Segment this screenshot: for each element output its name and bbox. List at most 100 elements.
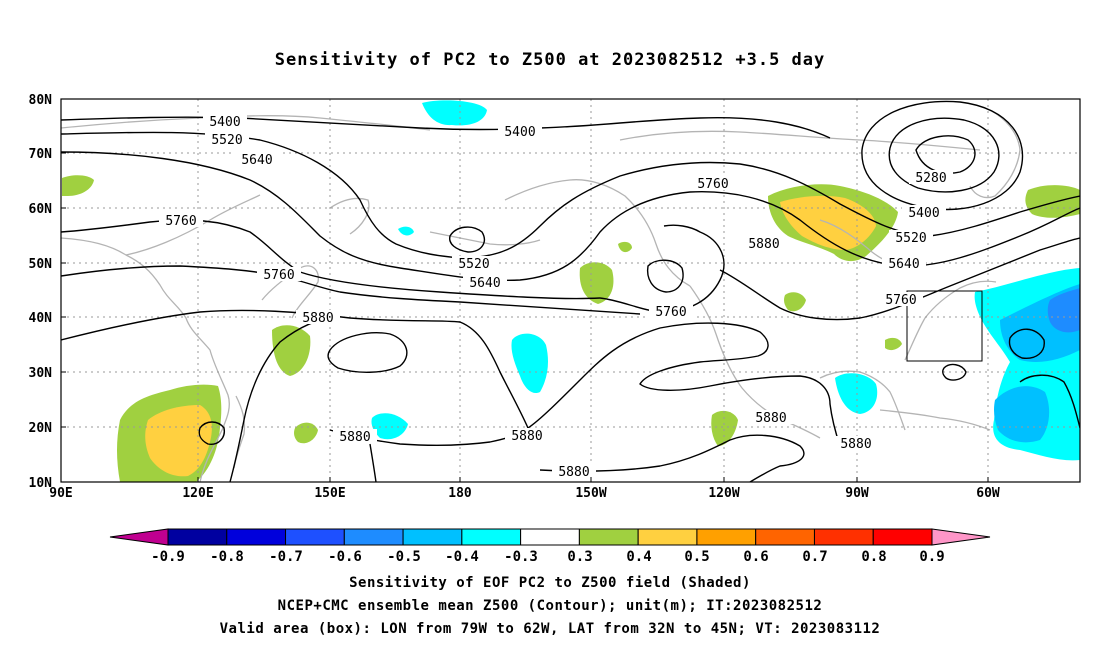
coastline-kamchatka xyxy=(329,197,370,235)
shade-positive-patch xyxy=(62,175,94,196)
contour-label: 5280 xyxy=(915,171,946,186)
contour-label: 5880 xyxy=(339,430,370,445)
coastline-siberia-north xyxy=(61,115,431,131)
x-axis-label: 150W xyxy=(575,486,606,501)
colorbar-cell xyxy=(520,528,580,546)
shade-negative-patch xyxy=(371,413,408,440)
shade-positive-patch xyxy=(1025,185,1080,218)
y-axis-label: 30N xyxy=(29,366,53,381)
contour-label: 5880 xyxy=(748,237,779,252)
colorbar-label: -0.8 xyxy=(210,549,244,565)
y-axis-label: 20N xyxy=(29,421,53,436)
contour-label: 5400 xyxy=(209,115,240,130)
shade-negative-patch-strongest xyxy=(1047,288,1080,333)
y-axis-label: 50N xyxy=(29,257,53,272)
contour-small-atl xyxy=(1008,328,1045,359)
contour-5280-ring3 xyxy=(861,100,1024,211)
contour-atl-edge xyxy=(1019,374,1080,429)
shade-positive-patch-medium xyxy=(145,405,212,477)
shade-positive-patch xyxy=(579,262,614,304)
coastline-asia-interior xyxy=(125,194,261,256)
colorbar-cell xyxy=(813,528,874,546)
contour-label: 5520 xyxy=(211,133,242,148)
contour-label: 5880 xyxy=(840,437,871,452)
contour-5880-e xyxy=(539,434,805,482)
y-axis-label: 10N xyxy=(29,476,53,491)
contour-5280-ring2 xyxy=(888,117,1000,193)
valid-area-box xyxy=(906,290,983,362)
contour-label: 5640 xyxy=(888,257,919,272)
contour-label: 5880 xyxy=(511,429,542,444)
colorbar-label: 0.9 xyxy=(919,549,944,565)
contour-label: 5520 xyxy=(458,257,489,272)
shade-positive-patch xyxy=(294,422,318,444)
colorbar-label: 0.6 xyxy=(743,549,768,565)
contour-closed-b xyxy=(449,226,486,253)
colorbar-label: -0.6 xyxy=(328,549,362,565)
x-axis-label: 150E xyxy=(314,486,345,501)
x-axis-label: 90W xyxy=(845,486,869,501)
contour-label: 5760 xyxy=(697,177,728,192)
coastline-aleutians xyxy=(429,231,541,246)
y-axis-label: 80N xyxy=(29,93,53,108)
contour-label: 5400 xyxy=(504,125,535,140)
contour-label: 5760 xyxy=(655,305,686,320)
x-axis-label: 60W xyxy=(976,486,1000,501)
colorbar-label: 0.4 xyxy=(626,549,651,565)
colorbar-label: -0.5 xyxy=(387,549,421,565)
y-axis-label: 40N xyxy=(29,311,53,326)
x-axis-label: 120E xyxy=(182,486,213,501)
y-axis-label: 60N xyxy=(29,202,53,217)
shade-negative-patch xyxy=(511,333,548,394)
x-axis-label: 120W xyxy=(708,486,739,501)
colorbar-cells xyxy=(167,528,933,546)
grid-lines xyxy=(61,99,1080,482)
coastline-alaska xyxy=(504,179,691,287)
contour-small-box xyxy=(941,363,967,381)
contour-label: 5760 xyxy=(165,214,196,229)
map-frame xyxy=(60,98,1081,483)
colorbar-cell xyxy=(167,528,228,546)
plot-title: Sensitivity of PC2 to Z500 at 2023082512… xyxy=(274,50,826,70)
colorbar-cell xyxy=(402,528,463,546)
colorbar-label: 0.3 xyxy=(567,549,592,565)
contour-5880-a xyxy=(61,309,529,429)
contour-label: 5880 xyxy=(558,465,589,480)
shade-negative-patch xyxy=(398,226,414,236)
colorbar-cell xyxy=(285,528,345,546)
contour-label: 5760 xyxy=(263,268,294,283)
shade-negative-patch-strong xyxy=(994,386,1050,443)
caption-line-1: Sensitivity of EOF PC2 to Z500 field (Sh… xyxy=(349,575,751,591)
colorbar-cell xyxy=(578,528,639,546)
contour-small-tw xyxy=(198,421,225,445)
shade-negative-patch xyxy=(422,100,487,126)
shade-positive-patch xyxy=(885,337,902,351)
colorbar-labels: -0.9 -0.8 -0.7 -0.6 -0.5 -0.4 -0.3 0.3 0… xyxy=(151,549,945,565)
shade-positive-patch xyxy=(784,292,806,312)
colorbar-cell xyxy=(343,528,404,546)
contour-closed-a xyxy=(327,332,408,373)
contour-label: 5520 xyxy=(895,231,926,246)
coastline-korea-japan xyxy=(261,265,319,319)
contour-5760-c xyxy=(61,265,641,315)
contour-label: 5640 xyxy=(241,153,272,168)
colorbar-label: 0.7 xyxy=(802,549,827,565)
contour-5880-f xyxy=(369,443,377,482)
colorbar: -0.9 -0.8 -0.7 -0.6 -0.5 -0.4 -0.3 0.3 0… xyxy=(109,528,991,565)
colorbar-cell xyxy=(755,528,815,546)
coastline-na-east xyxy=(904,280,997,361)
contour-label: 5880 xyxy=(302,311,333,326)
coastline-greenland xyxy=(969,109,1021,199)
colorbar-cell xyxy=(226,528,287,546)
caption-line-2: NCEP+CMC ensemble mean Z500 (Contour); u… xyxy=(277,598,823,614)
colorbar-label: -0.7 xyxy=(269,549,303,565)
colorbar-cell xyxy=(696,528,757,546)
contour-labels: 5400 5400 5520 5640 5280 5760 5760 5400 … xyxy=(159,114,953,480)
y-axis-label: 70N xyxy=(29,147,53,162)
contour-label: 5400 xyxy=(908,206,939,221)
colorbar-cell xyxy=(461,528,522,546)
colorbar-label: -0.3 xyxy=(504,549,538,565)
contour-5760-b xyxy=(599,224,725,313)
colorbar-label: -0.9 xyxy=(151,549,185,565)
contour-label: 5760 xyxy=(885,293,916,308)
